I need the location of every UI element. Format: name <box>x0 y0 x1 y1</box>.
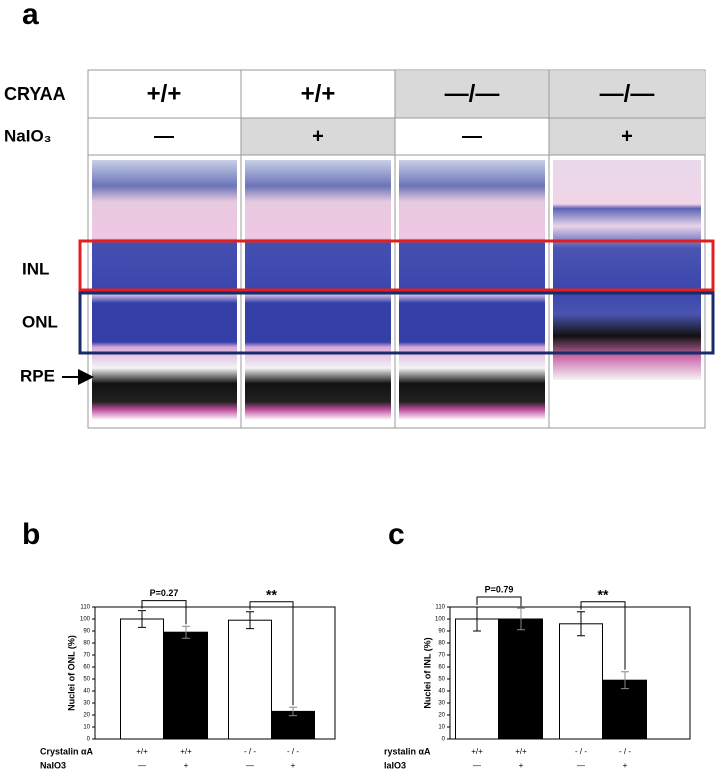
error-bar <box>517 607 525 631</box>
y-tick-label: 110 <box>80 605 90 611</box>
error-bar <box>473 606 481 632</box>
bar <box>120 618 164 740</box>
x-tick-label: — <box>246 761 254 770</box>
significance-bracket <box>249 601 294 706</box>
significance-bracket <box>476 596 522 607</box>
significance-label: P=0.27 <box>150 588 179 598</box>
layer-label: INL <box>22 259 49 278</box>
x-tick-label: + <box>623 761 628 770</box>
y-tick-label: 70 <box>438 653 445 659</box>
row-header: NaIO₃ <box>4 126 52 145</box>
y-axis-label: Nuclei of ONL (%) <box>66 635 76 711</box>
x-tick-label: +/+ <box>471 747 483 756</box>
y-tick-label: 30 <box>438 701 445 707</box>
significance-bracket <box>141 600 187 625</box>
error-bar <box>289 706 297 717</box>
x-tick-label: +/+ <box>180 747 192 756</box>
x-tick-label: — <box>577 761 585 770</box>
y-tick-label: 20 <box>83 713 90 719</box>
error-bar <box>621 671 629 690</box>
x-row-name: NaIO3 <box>40 760 66 770</box>
row-header: CRYAA <box>4 84 66 104</box>
cell: +/+ <box>301 80 336 107</box>
y-tick-label: 70 <box>83 653 90 659</box>
x-row-name: laIO3 <box>384 760 406 770</box>
significance-bracket <box>580 601 626 670</box>
y-tick-label: 0 <box>442 737 446 743</box>
error-bar <box>246 611 254 630</box>
y-tick-label: 50 <box>438 677 445 683</box>
cell: — <box>154 125 174 147</box>
x-tick-label: + <box>184 761 189 770</box>
inl-box <box>78 239 715 292</box>
y-tick-label: 10 <box>438 725 445 731</box>
cell: —/— <box>445 80 500 107</box>
bar <box>559 623 603 740</box>
table-frame <box>87 69 706 429</box>
panel-a: a CRYAA +/+ +/+ —/— —/— NaIO₃ — + — + INL ONL RPE <box>4 0 715 429</box>
cell: — <box>462 125 482 147</box>
y-tick-label: 90 <box>83 629 90 635</box>
y-tick-label: 50 <box>83 677 90 683</box>
y-tick-label: 10 <box>83 725 90 731</box>
x-row-name: Crystalin αA <box>40 746 94 756</box>
y-tick-label: 20 <box>438 713 445 719</box>
x-tick-label: + <box>291 761 296 770</box>
significance-label: P=0.79 <box>485 584 514 594</box>
y-tick-label: 40 <box>438 689 445 695</box>
histology-image <box>553 160 701 380</box>
x-tick-label: +/+ <box>515 747 527 756</box>
y-tick-label: 90 <box>438 629 445 635</box>
chart-b: b Nuclei of ONL (%) 0 10 20 30 40 50 60 70 80 90 100… <box>22 518 336 770</box>
x-tick-label: - / - <box>575 747 587 756</box>
y-tick-label: 40 <box>83 689 90 695</box>
bar <box>499 618 543 740</box>
plot-frame <box>94 606 336 740</box>
cell: + <box>312 125 324 147</box>
layer-label: RPE <box>20 366 55 385</box>
panel-label: a <box>22 0 39 31</box>
bar <box>455 618 499 740</box>
y-tick-label: 30 <box>83 701 90 707</box>
error-bar <box>577 611 585 637</box>
x-tick-label: - / - <box>244 747 256 756</box>
bar <box>603 679 647 740</box>
x-tick-label: + <box>519 761 524 770</box>
panel-label: b <box>22 518 40 551</box>
y-tick-label: 100 <box>435 617 446 623</box>
significance-label: ** <box>598 587 609 603</box>
x-tick-label: +/+ <box>136 747 148 756</box>
header-shade <box>549 118 705 155</box>
significance-label: ** <box>266 587 277 603</box>
y-axis-label: Nuclei of INL (%) <box>422 637 432 708</box>
y-tick-label: 80 <box>83 641 90 647</box>
header-shade <box>395 71 705 118</box>
layer-label: ONL <box>22 312 58 331</box>
cell: + <box>621 125 633 147</box>
y-tick-label: 0 <box>87 737 91 743</box>
y-tick-label: 100 <box>80 617 91 623</box>
cell: —/— <box>600 80 655 107</box>
cell: +/+ <box>147 80 182 107</box>
x-tick-label: - / - <box>287 747 299 756</box>
panel-label: c <box>388 518 405 551</box>
bar <box>164 631 208 740</box>
error-bar <box>138 610 146 628</box>
header-shade <box>241 118 395 155</box>
x-row-name: rystalin αA <box>384 746 431 756</box>
x-tick-label: - / - <box>619 747 631 756</box>
y-tick-label: 60 <box>83 665 90 671</box>
bar <box>228 619 272 740</box>
onl-box <box>78 291 715 355</box>
chart-c: c Nuclei of INL (%) 0 10 20 30 40 50 60 70 80 90 100… <box>384 518 691 770</box>
x-tick-label: — <box>473 761 481 770</box>
y-tick-label: 60 <box>438 665 445 671</box>
y-tick-label: 110 <box>435 605 445 611</box>
y-tick-label: 80 <box>438 641 445 647</box>
x-tick-label: — <box>138 761 146 770</box>
error-bar <box>182 625 190 639</box>
